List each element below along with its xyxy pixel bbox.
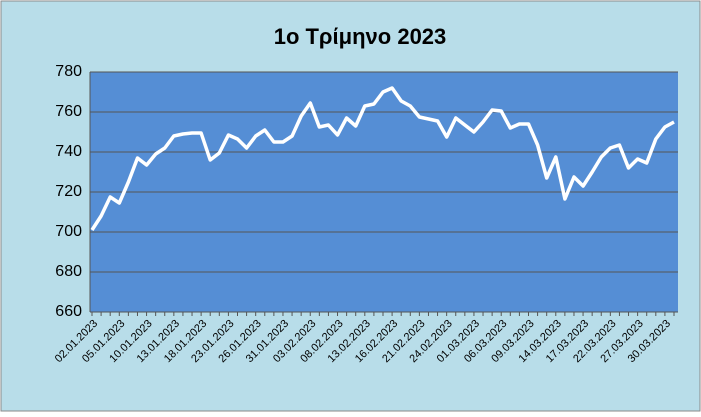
y-tick-label: 720	[55, 183, 82, 200]
y-tick-label: 740	[55, 143, 82, 160]
y-tick-label: 700	[55, 223, 82, 240]
chart-title: 1ο Τρίμηνο 2023	[274, 24, 447, 49]
y-tick-label: 780	[55, 63, 82, 80]
y-tick-label: 680	[55, 263, 82, 280]
data-line	[90, 86, 675, 231]
y-tick-label: 760	[55, 103, 82, 120]
y-tick-label: 660	[55, 303, 82, 320]
